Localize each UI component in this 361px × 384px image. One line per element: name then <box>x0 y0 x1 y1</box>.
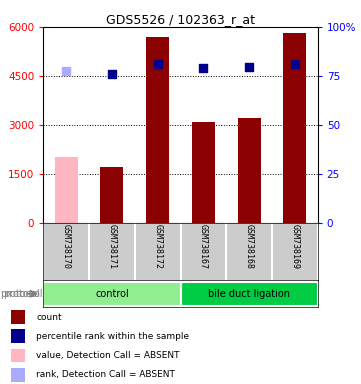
Bar <box>146 37 169 223</box>
Text: control: control <box>95 289 129 299</box>
Text: GSM738168: GSM738168 <box>245 224 253 270</box>
FancyBboxPatch shape <box>43 282 180 306</box>
Text: GSM738170: GSM738170 <box>62 224 71 270</box>
Point <box>109 71 115 77</box>
Bar <box>238 118 261 223</box>
Text: value, Detection Call = ABSENT: value, Detection Call = ABSENT <box>36 351 180 360</box>
Bar <box>192 121 215 223</box>
Bar <box>11 368 25 382</box>
Point <box>200 65 206 71</box>
Point <box>246 64 252 70</box>
Text: rank, Detection Call = ABSENT: rank, Detection Call = ABSENT <box>36 370 175 379</box>
Text: GSM738167: GSM738167 <box>199 224 208 270</box>
Point <box>63 68 69 74</box>
Bar <box>11 329 25 343</box>
Bar <box>283 33 306 223</box>
Text: protocol: protocol <box>4 289 43 299</box>
Title: GDS5526 / 102363_r_at: GDS5526 / 102363_r_at <box>106 13 255 26</box>
Bar <box>11 310 25 324</box>
Point <box>155 61 161 68</box>
Text: GSM738172: GSM738172 <box>153 224 162 270</box>
Bar <box>100 167 123 223</box>
Text: percentile rank within the sample: percentile rank within the sample <box>36 332 189 341</box>
FancyBboxPatch shape <box>180 282 318 306</box>
Text: GSM738171: GSM738171 <box>108 224 116 270</box>
Text: GSM738169: GSM738169 <box>290 224 299 270</box>
Point <box>292 61 298 67</box>
Bar <box>55 157 78 223</box>
Text: protocol: protocol <box>0 289 40 299</box>
Bar <box>11 349 25 362</box>
Text: bile duct ligation: bile duct ligation <box>208 289 290 299</box>
Text: count: count <box>36 313 62 322</box>
